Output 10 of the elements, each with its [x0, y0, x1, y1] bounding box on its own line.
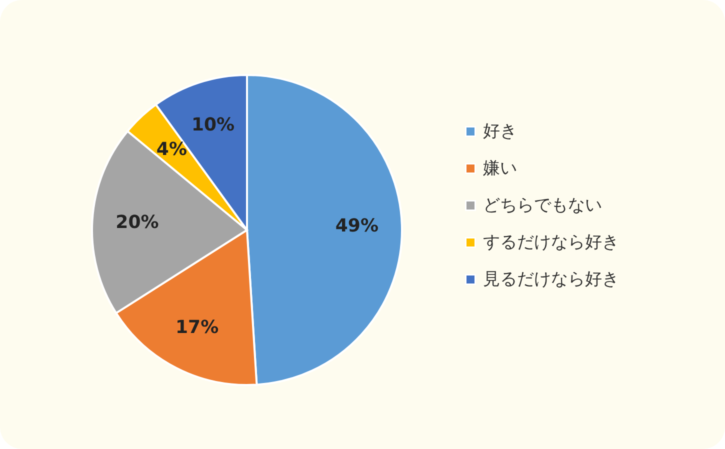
data-label: 49%: [335, 216, 378, 237]
data-label: 10%: [191, 114, 235, 136]
data-label: 4%: [156, 138, 187, 160]
legend-label: 嫌い: [483, 158, 517, 178]
legend-label: 好き: [483, 122, 517, 142]
data-label: 20%: [116, 212, 159, 234]
data-label: 17%: [176, 317, 219, 338]
legend-label: 見るだけなら好き: [483, 270, 619, 290]
legend-label: どちらでもない: [483, 196, 602, 216]
legend-label: するだけなら好き: [483, 232, 619, 252]
